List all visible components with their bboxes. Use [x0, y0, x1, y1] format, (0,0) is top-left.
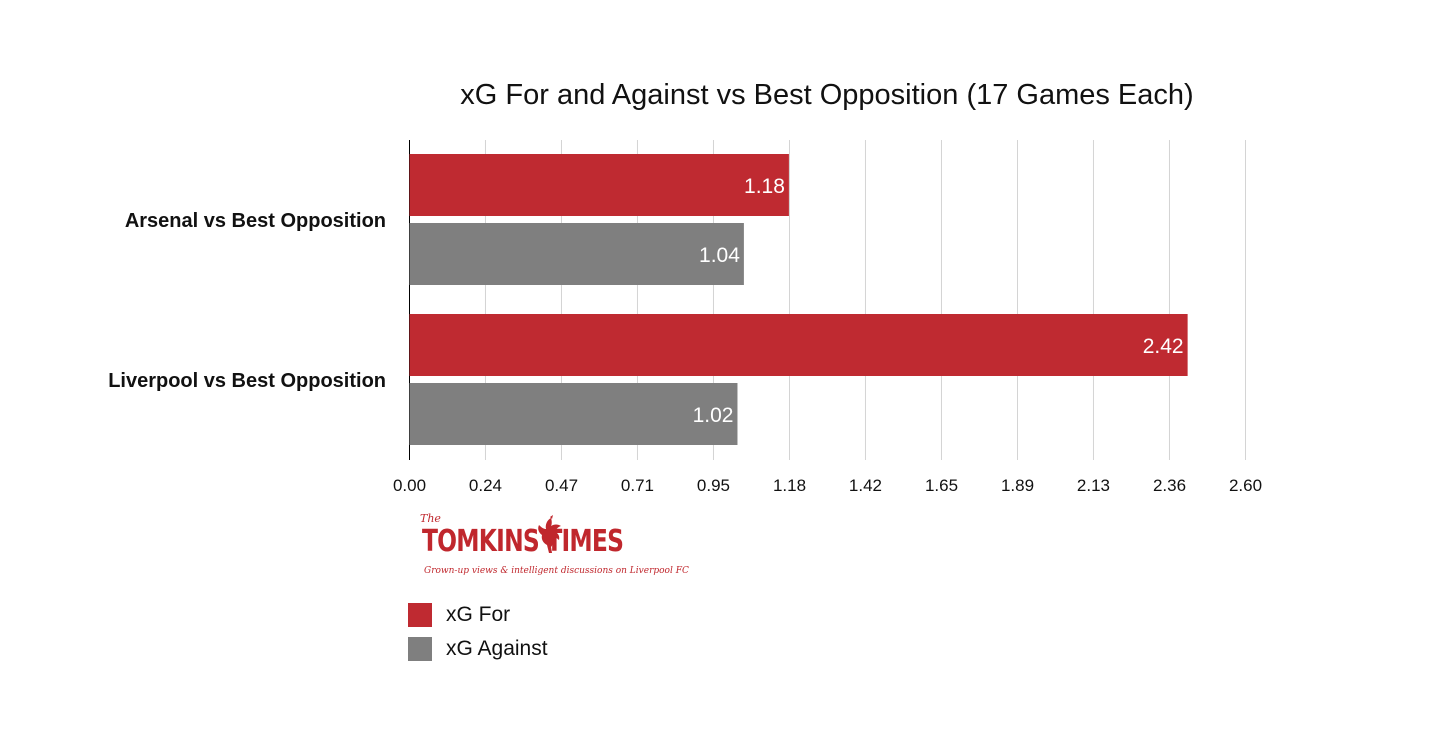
- x-tick-label: 2.60: [1229, 476, 1262, 495]
- x-tick-label: 0.95: [697, 476, 730, 495]
- x-tick-label: 0.00: [393, 476, 426, 495]
- bar: [409, 314, 1188, 376]
- legend-swatch-xg-for: [408, 603, 432, 627]
- data-label: 1.04: [699, 244, 740, 267]
- logo-the: The: [420, 512, 441, 525]
- chart-title: xG For and Against vs Best Opposition (1…: [460, 79, 1193, 111]
- data-label: 1.18: [744, 175, 785, 198]
- bar: [409, 154, 789, 216]
- x-tick-label: 1.65: [925, 476, 958, 495]
- tick-labels: 0.00 0.24 0.47 0.71 0.95 1.18 1.42 1.65 1.89 2.13…: [393, 476, 1262, 495]
- legend-item-xg-for: xG For: [408, 598, 548, 632]
- legend-label-xg-against: xG Against: [446, 637, 548, 660]
- bar: [409, 383, 738, 445]
- x-tick-label: 1.18: [773, 476, 806, 495]
- tomkins-times-logo: The TOMKINS TIMES Grown-up views & intel…: [420, 512, 689, 582]
- legend-item-xg-against: xG Against: [408, 632, 548, 666]
- x-tick-label: 1.42: [849, 476, 882, 495]
- data-label: 2.42: [1143, 335, 1184, 358]
- x-tick-label: 0.47: [545, 476, 578, 495]
- x-tick-label: 1.89: [1001, 476, 1034, 495]
- bar: [409, 223, 744, 285]
- x-tick-label: 2.36: [1153, 476, 1186, 495]
- x-tick-label: 0.24: [469, 476, 502, 495]
- bars: 1.18 1.04 2.42 1.02: [409, 154, 1188, 445]
- x-tick-label: 0.71: [621, 476, 654, 495]
- legend-swatch-xg-against: [408, 637, 432, 661]
- category-label: Liverpool vs Best Opposition: [108, 370, 386, 392]
- category-labels: Arsenal vs Best Opposition Liverpool vs B…: [108, 210, 386, 392]
- logo-name: TOMKINS TIMES: [422, 524, 624, 559]
- liver-bird-icon: [538, 515, 561, 553]
- x-tick-label: 2.13: [1077, 476, 1110, 495]
- category-label: Arsenal vs Best Opposition: [125, 210, 386, 232]
- legend-label-xg-for: xG For: [446, 603, 511, 626]
- logo-tagline: Grown-up views & intelligent discussions…: [424, 566, 689, 576]
- data-label: 1.02: [693, 404, 734, 427]
- legend: xG For xG Against: [408, 598, 548, 666]
